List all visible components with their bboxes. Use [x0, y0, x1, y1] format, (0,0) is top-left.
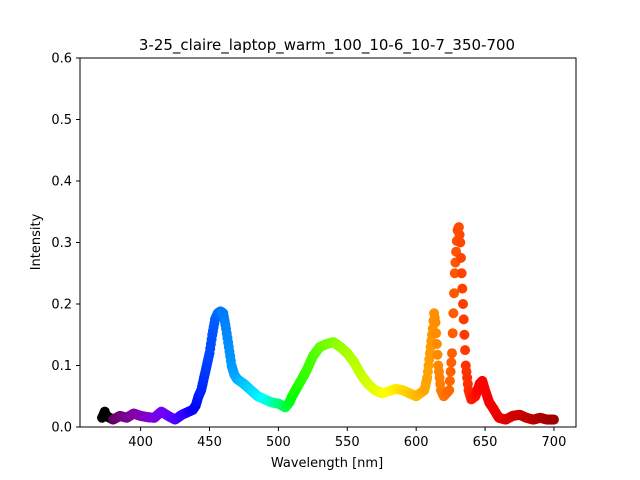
x-tick-label: 650: [473, 435, 498, 450]
plot-area: [97, 222, 559, 425]
data-point: [460, 345, 471, 356]
data-point: [454, 229, 465, 240]
data-point: [444, 375, 455, 386]
data-point: [431, 338, 442, 349]
y-tick-label: 0.3: [51, 236, 72, 251]
y-tick-label: 0.6: [51, 52, 72, 67]
data-point: [446, 357, 457, 368]
y-tick-label: 0.1: [51, 359, 72, 374]
y-tick-label: 0.4: [51, 175, 72, 190]
data-point: [445, 366, 456, 377]
y-tick-label: 0.0: [51, 421, 72, 436]
x-tick-label: 550: [335, 435, 360, 450]
data-point: [449, 288, 460, 299]
data-point: [444, 385, 455, 396]
chart-title: 3-25_claire_laptop_warm_100_10-6_10-7_35…: [139, 36, 515, 55]
x-tick-label: 700: [542, 435, 567, 450]
data-point: [548, 414, 559, 425]
data-point: [455, 237, 466, 248]
data-point: [431, 328, 442, 339]
y-tick-label: 0.5: [51, 113, 72, 128]
y-axis: 0.0 0.1 0.2 0.3 0.4 0.5 0.6: [51, 52, 80, 436]
data-point: [430, 317, 441, 328]
x-tick-label: 450: [197, 435, 222, 450]
data-point: [453, 222, 464, 233]
x-axis-label: Wavelength [nm]: [271, 456, 383, 471]
x-tick-label: 400: [128, 435, 153, 450]
data-point: [458, 299, 469, 309]
data-point: [457, 283, 468, 294]
data-point: [456, 268, 467, 279]
data-point: [447, 348, 457, 359]
y-tick-label: 0.2: [51, 298, 72, 313]
x-tick-label: 500: [266, 435, 291, 450]
data-point: [455, 252, 466, 263]
data-point: [432, 349, 443, 360]
plot-frame: [79, 57, 577, 428]
data-point: [459, 329, 470, 340]
data-point: [447, 328, 458, 339]
y-axis-label: Intensity: [29, 213, 44, 270]
data-point: [448, 308, 459, 319]
x-axis: 400 450 500 550 600 650 700: [128, 427, 566, 450]
data-point: [449, 268, 460, 279]
x-tick-label: 600: [404, 435, 429, 450]
data-point: [458, 314, 469, 325]
